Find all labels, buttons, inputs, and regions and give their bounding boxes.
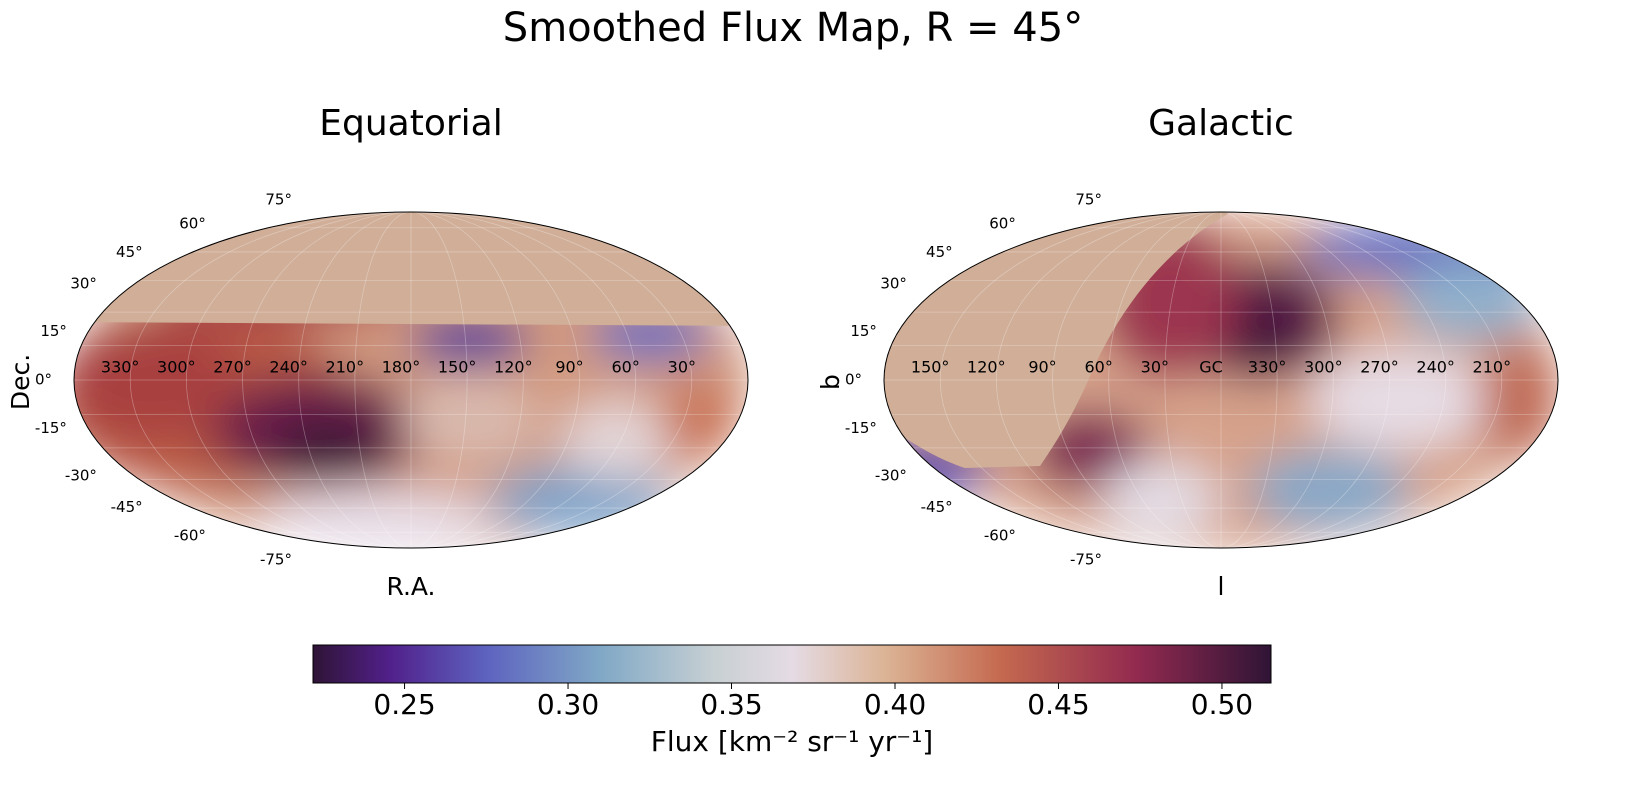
lon-tick-label: 300°: [1304, 358, 1343, 377]
colorbar-tick-label: 0.30: [537, 688, 599, 721]
map-border: [73, 211, 749, 549]
lat-tick-label: 45°: [116, 243, 143, 261]
grid-line: [410, 212, 693, 548]
lon-tick-label: GC: [1199, 358, 1223, 377]
lat-tick-label: -60°: [174, 527, 206, 545]
lon-tick-label: 120°: [494, 358, 533, 377]
flux-region: [560, 400, 680, 480]
colorbar-label: Flux [km⁻² sr⁻¹ yr⁻¹]: [651, 725, 933, 758]
lon-tick-label: 60°: [1084, 358, 1112, 377]
lon-tick-label: 300°: [157, 358, 196, 377]
masked-region: [74, 212, 748, 326]
flux-region: [1300, 220, 1540, 280]
grid-line: [354, 212, 412, 548]
grid-line: [1220, 212, 1390, 548]
colorbar-tick-label: 0.50: [1191, 688, 1253, 721]
lon-tick-label: 270°: [1360, 358, 1399, 377]
grid-line: [1052, 212, 1222, 548]
figure-title: Smoothed Flux Map, R = 45°: [503, 5, 1083, 51]
lat-tick-label: 15°: [40, 322, 67, 340]
flux-region: [410, 315, 530, 365]
grid-line: [1220, 212, 1334, 548]
lat-tick-label: -75°: [1070, 551, 1102, 569]
grid-line: [298, 212, 412, 548]
lon-tick-label: 210°: [1473, 358, 1512, 377]
lon-tick-label: 120°: [967, 358, 1006, 377]
flux-region: [260, 490, 500, 548]
lon-tick-label: 330°: [1248, 358, 1287, 377]
lat-tick-label: -45°: [921, 498, 953, 516]
colorbar-tick-label: 0.35: [700, 688, 762, 721]
lon-tick-label: 270°: [213, 358, 252, 377]
sky-map: [74, 212, 748, 548]
flux-region: [1480, 340, 1558, 460]
grid-line: [1164, 212, 1222, 548]
lat-tick-label: 30°: [70, 275, 97, 293]
colorbar-tick-label: 0.40: [864, 688, 926, 721]
x-axis-label: l: [1218, 572, 1225, 601]
colorbar-tick-label: 0.45: [1027, 688, 1089, 721]
lat-tick-label: 75°: [265, 190, 292, 208]
colorbar: [312, 644, 1272, 684]
map-border: [883, 211, 1559, 549]
lat-tick-label: 75°: [1075, 190, 1102, 208]
flux-region: [270, 420, 390, 480]
lat-tick-label: 0°: [845, 371, 862, 389]
flux-region: [1250, 450, 1410, 530]
lat-tick-label: -30°: [875, 466, 907, 484]
grid-line: [996, 212, 1222, 548]
grid-line: [242, 212, 412, 548]
grid-line: [410, 212, 636, 548]
lat-tick-label: 60°: [989, 214, 1016, 232]
lon-tick-label: 210°: [326, 358, 365, 377]
lon-tick-label: 240°: [1416, 358, 1455, 377]
lat-tick-label: -15°: [845, 419, 877, 437]
lon-tick-label: 60°: [611, 358, 639, 377]
lat-tick-label: 30°: [880, 275, 907, 293]
lat-tick-label: 45°: [926, 243, 953, 261]
lon-tick-label: 150°: [911, 358, 950, 377]
panel-title: Equatorial: [319, 103, 502, 144]
grid-line: [1108, 212, 1222, 548]
flux-region: [1400, 260, 1540, 340]
grid-line: [939, 212, 1222, 548]
flux-region: [1100, 460, 1220, 540]
y-axis-label: b: [816, 374, 845, 390]
grid-line: [1220, 212, 1446, 548]
lon-tick-label: 240°: [269, 358, 308, 377]
lat-tick-label: -15°: [35, 419, 67, 437]
flux-region: [400, 380, 540, 460]
grid-line: [1220, 212, 1503, 548]
flux-region: [660, 380, 740, 460]
flux-region: [74, 320, 240, 440]
lon-tick-label: 30°: [1141, 358, 1169, 377]
lat-tick-label: -60°: [984, 527, 1016, 545]
y-axis-label: Dec.: [6, 354, 35, 410]
x-axis-label: R.A.: [386, 572, 435, 601]
colorbar-tick-label: 0.25: [373, 688, 435, 721]
lon-tick-label: 90°: [1028, 358, 1056, 377]
lat-tick-label: -30°: [65, 466, 97, 484]
flux-region: [1310, 350, 1490, 450]
grid-line: [1220, 212, 1278, 548]
panel-title: Galactic: [1148, 103, 1294, 144]
lon-tick-label: 150°: [438, 358, 477, 377]
lat-tick-label: 60°: [179, 214, 206, 232]
grid-line: [186, 212, 412, 548]
grid-line: [129, 212, 412, 548]
lon-tick-label: 180°: [382, 358, 421, 377]
lon-tick-label: 30°: [668, 358, 696, 377]
lat-tick-label: -45°: [111, 498, 143, 516]
lat-tick-label: -75°: [260, 551, 292, 569]
grid-line: [410, 212, 524, 548]
lon-tick-label: 330°: [101, 358, 140, 377]
lat-tick-label: 0°: [35, 371, 52, 389]
lon-tick-label: 90°: [555, 358, 583, 377]
lat-tick-label: 15°: [850, 322, 877, 340]
grid-line: [410, 212, 580, 548]
grid-line: [410, 212, 468, 548]
